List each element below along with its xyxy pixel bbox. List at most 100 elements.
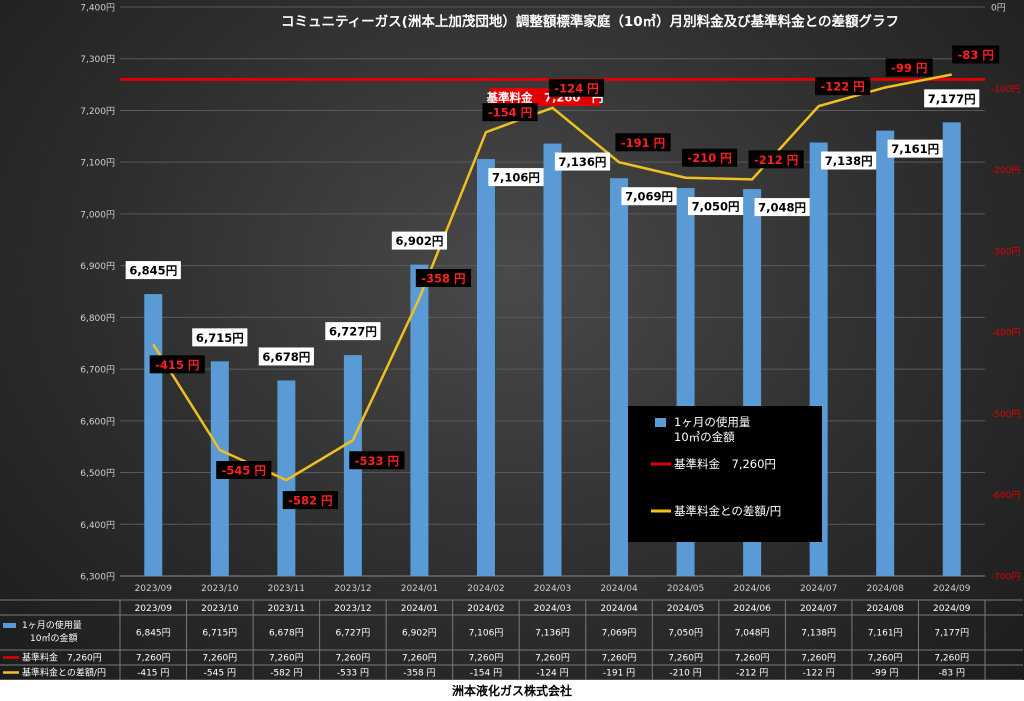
table-cell: 7,260円	[402, 653, 437, 664]
table-cell: 7,260円	[602, 653, 637, 664]
y-left-tick-label: 7,300円	[80, 54, 115, 65]
table-row-header: 基準料金との差額/円	[22, 667, 106, 679]
y-right-tick-label: -200円	[991, 165, 1020, 176]
diff-data-label: -124 円	[554, 81, 598, 95]
table-header-cell: 2024/06	[733, 604, 771, 614]
chart-area: 6,300円 6,400円 6,500円 6,600円 6,700円 6,800円 6,90…	[0, 0, 1024, 681]
y-right-tick-label: -300円	[991, 246, 1020, 257]
y-right-tick-label: -100円	[991, 84, 1020, 95]
bar-data-label-bg	[125, 261, 181, 280]
diff-data-label: -545 円	[222, 464, 266, 478]
table-header-cell: 2024/05	[667, 604, 704, 614]
diff-data-label-bg	[885, 58, 933, 77]
table-cell: 7,260円	[801, 653, 836, 664]
y-right-tick-label: 0円	[991, 3, 1006, 14]
x-tick-label: 2024/09	[933, 584, 971, 594]
diff-data-label-bg	[282, 491, 338, 510]
diff-data-label-bg	[149, 355, 205, 374]
x-tick-label: 2024/04	[600, 584, 638, 594]
diff-data-label: -212 円	[754, 153, 798, 167]
bar	[144, 294, 163, 576]
table-cell: -582 円	[270, 668, 302, 679]
legend-label-bars: 1ヶ月の使用量	[674, 415, 750, 429]
table-header-cell: 2024/08	[866, 604, 904, 614]
y-left-tick-label: 7,100円	[80, 158, 115, 169]
table-cell: 6,678円	[269, 628, 304, 639]
bar-data-label: 6,727円	[329, 325, 377, 339]
bar-data-label: 7,069円	[625, 190, 673, 204]
diff-data-label-bg	[748, 150, 804, 169]
table-cell: 7,260円	[336, 653, 371, 664]
x-tick-label: 2023/10	[201, 584, 239, 594]
table-cell: -533 円	[337, 668, 369, 679]
diff-data-label: -210 円	[687, 151, 731, 165]
table-row-header: 1ヶ月の使用量	[22, 619, 82, 631]
table-cell: 7,050円	[668, 628, 703, 639]
table-header-cell: 2024/04	[600, 604, 638, 614]
y-left-tick-label: 6,600円	[80, 416, 115, 427]
diff-line	[152, 73, 952, 482]
table-cell: -210 円	[669, 668, 701, 679]
bar-data-label-bg	[887, 139, 943, 158]
diff-data-label: -99 円	[891, 61, 927, 75]
y-left-tick-label: 6,800円	[80, 313, 115, 324]
bar-data-label: 6,902円	[395, 234, 443, 248]
table-cell: -212 円	[736, 668, 768, 679]
table-cell: -124 円	[536, 668, 568, 679]
bar-data-label: 7,048円	[758, 201, 806, 215]
diff-data-label: -415 円	[155, 358, 199, 372]
table-cell: 6,715円	[202, 628, 237, 639]
table-header-cell: 2024/02	[467, 604, 504, 614]
y-left-tick-label: 6,700円	[80, 365, 115, 376]
table-header-cell: 2024/07	[800, 604, 837, 614]
diff-data-label-bg	[548, 78, 605, 97]
table-swatch-bars	[3, 623, 16, 628]
legend-box	[628, 406, 822, 542]
legend-swatch-bars	[655, 418, 666, 427]
table-row-header: 10㎥の金額	[30, 632, 77, 644]
table-cell: -122 円	[803, 668, 835, 679]
table-cell: 7,260円	[868, 653, 903, 664]
y-right-tick-label: -700円	[991, 572, 1020, 583]
diff-data-label-bg	[815, 77, 871, 96]
table-cell: 7,260円	[535, 653, 570, 664]
table-cell: 7,260円	[136, 653, 171, 664]
y-right-tick-label: -400円	[991, 328, 1020, 339]
chart-svg: 6,300円 6,400円 6,500円 6,600円 6,700円 6,800円 6,90…	[0, 3, 1023, 681]
x-tick-label: 2024/02	[467, 584, 504, 594]
table-cell: 6,727円	[336, 628, 371, 639]
table-cell: -545 円	[204, 668, 236, 679]
table-cell: -415 円	[137, 668, 169, 679]
bar	[476, 159, 495, 576]
x-tick-label: 2024/07	[800, 584, 837, 594]
y-left-tick-label: 6,400円	[80, 520, 115, 531]
table-cell: -358 円	[403, 668, 435, 679]
bar-data-label: 7,050円	[692, 200, 740, 214]
table-cell: 7,260円	[934, 653, 969, 664]
bar-data-label-bg	[325, 322, 381, 341]
y-left-tick-label: 6,300円	[80, 572, 115, 583]
y-left-tick-label: 6,900円	[80, 261, 115, 272]
x-tick-label: 2024/03	[534, 584, 571, 594]
y-left-tick-label: 7,200円	[80, 106, 115, 117]
bar	[942, 122, 961, 577]
table-cell: -154 円	[470, 668, 502, 679]
table-header-cell: 2023/11	[268, 604, 305, 614]
y-left-tick-label: 7,000円	[80, 209, 115, 220]
bar-data-label-bg	[621, 187, 677, 206]
diff-data-label-bg	[952, 45, 1000, 64]
diff-data-label: -191 円	[621, 136, 665, 150]
table-header-cell: 2024/03	[534, 604, 571, 614]
bar-data-label: 7,161円	[891, 142, 939, 156]
table-header-cell: 2023/09	[135, 604, 173, 614]
bar	[876, 130, 895, 577]
bar-data-label: 7,106円	[492, 171, 540, 185]
table-cell: 7,260円	[735, 653, 770, 664]
x-tick-label: 2024/05	[667, 584, 704, 594]
diff-data-label-bg	[415, 269, 472, 288]
table-cell: 7,048円	[735, 628, 770, 639]
y-left-tick-label: 7,400円	[80, 3, 115, 14]
y-right-tick-label: -600円	[991, 490, 1020, 501]
bar-data-label-bg	[488, 168, 544, 187]
diff-data-label-bg	[349, 451, 405, 470]
